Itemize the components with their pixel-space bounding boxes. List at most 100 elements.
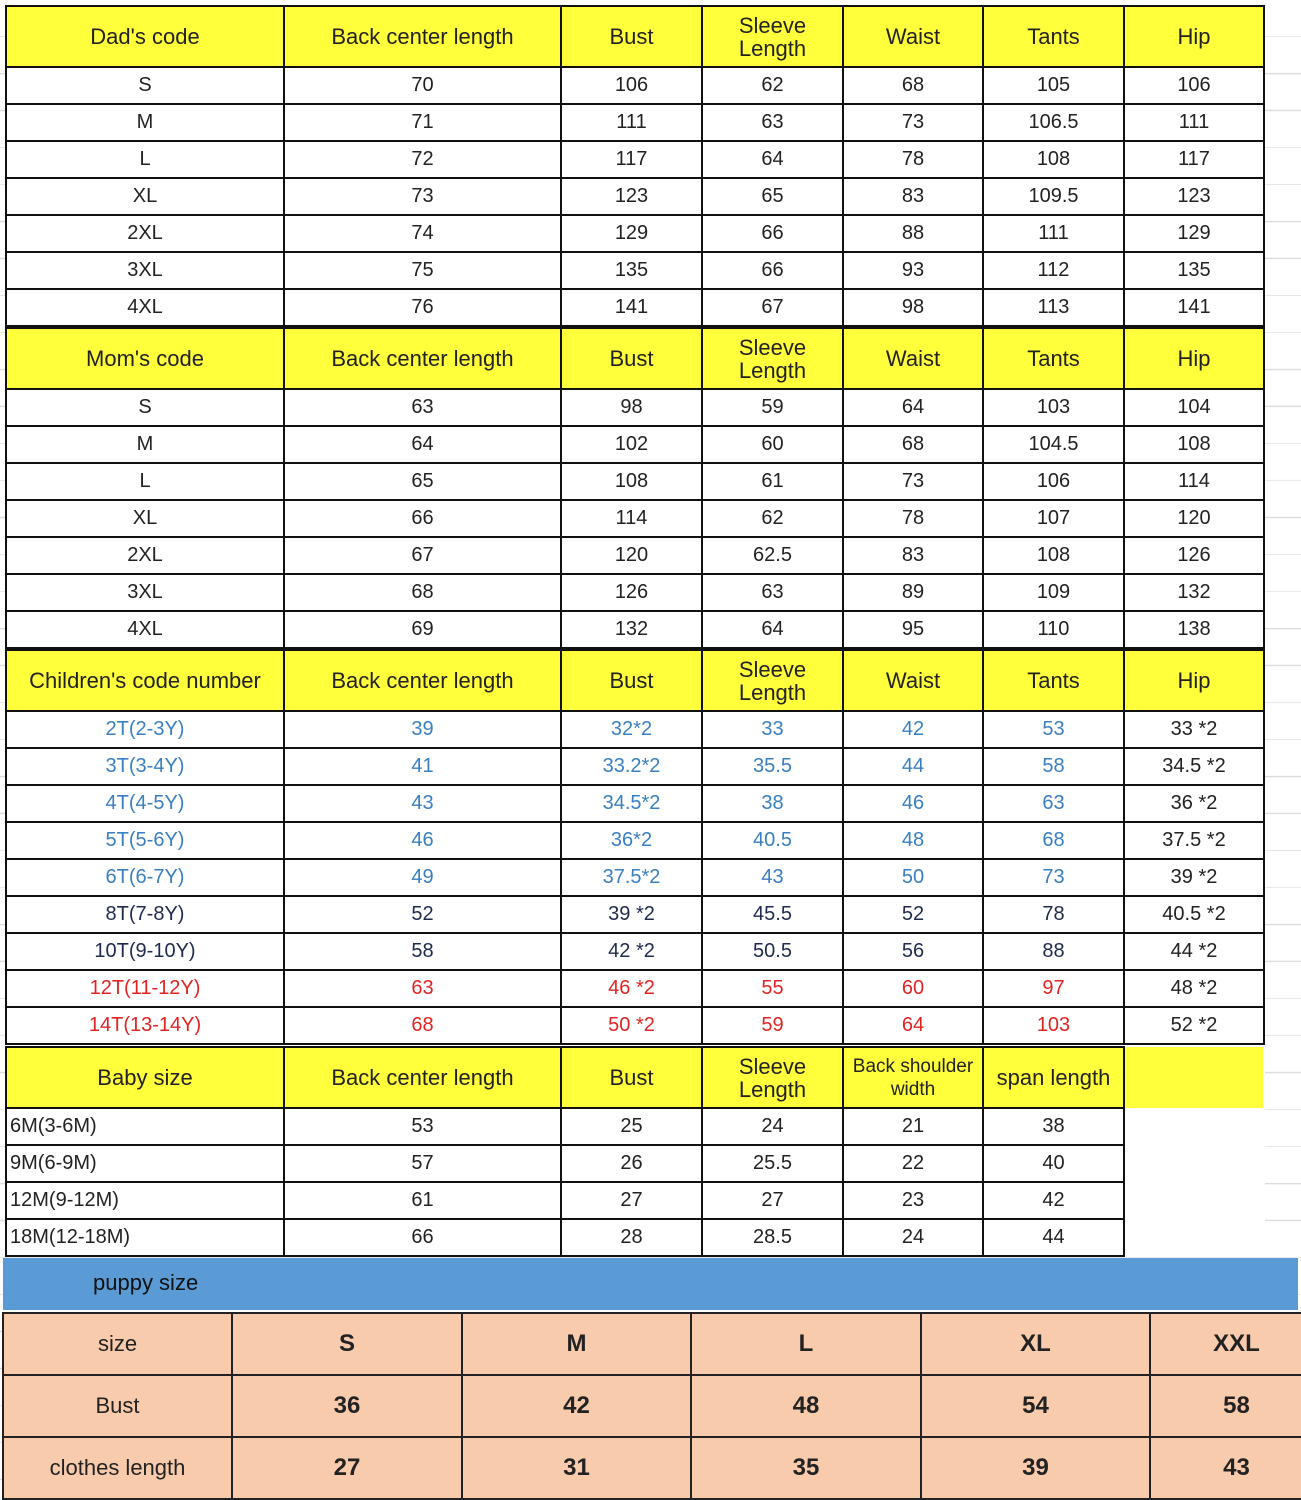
mom-size-table: Mom's code Back center length Bust Sleeve L… [5,327,1265,649]
table-row: L 72 117 64 78 108 117 [5,140,1265,179]
measurement-cell: 78 [982,895,1125,934]
size-label: 8T(7-8Y) [5,895,285,934]
column-header: Bust [560,327,703,390]
measurement-cell: 109 [982,573,1125,612]
table-row: 5T(5-6Y) 46 36*2 40.5 48 68 37.5 *2 [5,821,1265,860]
table-row: 3XL 75 135 66 93 112 135 [5,251,1265,290]
measurement-cell: 66 [701,251,844,290]
measurement-cell: 111 [982,214,1125,253]
measurement-cell: 36*2 [560,821,703,860]
measurement-cell: 89 [842,573,984,612]
table-row: 8T(7-8Y) 52 39 *2 45.5 52 78 40.5 *2 [5,895,1265,934]
column-header: Bust [560,1046,703,1109]
measurement-cell: 78 [842,140,984,179]
measurement-cell: 103 [982,1006,1125,1045]
measurement-cell: 39 *2 [1123,858,1265,897]
measurement-cell: 26 [560,1144,703,1183]
size-label: 14T(13-14Y) [5,1006,285,1045]
puppy-cell: 43 [1149,1436,1301,1500]
measurement-cell: 126 [560,573,703,612]
column-header: Hip [1123,327,1265,390]
measurement-cell: 83 [842,177,984,216]
header-row: Mom's code Back center length Bust Sleeve L… [5,327,1265,390]
size-label: 4XL [5,610,285,649]
puppy-cell: 36 [231,1374,463,1438]
measurement-cell: 37.5 *2 [1123,821,1265,860]
measurement-cell: 50.5 [701,932,844,971]
table-row: S 63 98 59 64 103 104 [5,388,1265,427]
puppy-size-table: size S M L XL XXL Bust 36 42 48 54 58 clothes length… [2,1312,1301,1500]
measurement-cell: 135 [1123,251,1265,290]
measurement-cell: 40 [982,1144,1125,1183]
puppy-cell: 54 [920,1374,1151,1438]
measurement-cell: 43 [283,784,562,823]
size-label: 12T(11-12Y) [5,969,285,1008]
table-row: 3T(3-4Y) 41 33.2*2 35.5 44 58 34.5 *2 [5,747,1265,786]
measurement-cell: 50 [842,858,984,897]
measurement-cell: 60 [701,425,844,464]
table-row: 6T(6-7Y) 49 37.5*2 43 50 73 39 *2 [5,858,1265,897]
table-row: 14T(13-14Y) 68 50 *2 59 64 103 52 *2 [5,1006,1265,1045]
measurement-cell: 42 [842,710,984,749]
measurement-cell: 70 [283,66,562,105]
measurement-cell: 46 *2 [560,969,703,1008]
measurement-cell: 44 *2 [1123,932,1265,971]
column-header: Tants [982,649,1125,712]
measurement-cell: 73 [982,858,1125,897]
measurement-cell: 129 [1123,214,1265,253]
empty-cell [1124,1145,1264,1182]
measurement-cell: 61 [283,1181,562,1220]
puppy-cell: XXL [1149,1312,1301,1376]
column-header: Tants [982,5,1125,68]
puppy-cell: 27 [231,1436,463,1500]
size-label: 2T(2-3Y) [5,710,285,749]
puppy-cell: XL [920,1312,1151,1376]
measurement-cell: 65 [283,462,562,501]
measurement-cell: 102 [560,425,703,464]
table-row: S 70 106 62 68 105 106 [5,66,1265,105]
table-row: 12T(11-12Y) 63 46 *2 55 60 97 48 *2 [5,969,1265,1008]
measurement-cell: 95 [842,610,984,649]
table-row: 4XL 76 141 67 98 113 141 [5,288,1265,327]
row-label: Bust [2,1374,233,1438]
measurement-cell: 132 [1123,573,1265,612]
column-header: Sleeve Length [701,327,844,390]
measurement-cell: 64 [842,388,984,427]
measurement-cell: 65 [701,177,844,216]
table-row: 12M(9-12M) 61 27 27 23 42 [5,1181,1264,1220]
measurement-cell: 58 [982,747,1125,786]
measurement-cell: 141 [1123,288,1265,327]
measurement-cell: 93 [842,251,984,290]
measurement-cell: 104.5 [982,425,1125,464]
size-label: S [5,388,285,427]
measurement-cell: 39 [283,710,562,749]
table-row: 9M(6-9M) 57 26 25.5 22 40 [5,1144,1264,1183]
measurement-cell: 68 [842,66,984,105]
measurement-cell: 43 [701,858,844,897]
measurement-cell: 132 [560,610,703,649]
puppy-size-banner: puppy size [3,1258,1298,1310]
size-label: 2XL [5,536,285,575]
measurement-cell: 123 [560,177,703,216]
measurement-cell: 64 [701,140,844,179]
column-header: Waist [842,5,984,68]
measurement-cell: 27 [701,1181,844,1220]
measurement-cell: 36 *2 [1123,784,1265,823]
measurement-cell: 61 [701,462,844,501]
measurement-cell: 55 [701,969,844,1008]
measurement-cell: 106.5 [982,103,1125,142]
measurement-cell: 38 [982,1107,1125,1146]
measurement-cell: 106 [560,66,703,105]
measurement-cell: 50 *2 [560,1006,703,1045]
size-label: L [5,462,285,501]
measurement-cell: 110 [982,610,1125,649]
section-title: Baby size [5,1046,285,1109]
measurement-cell: 117 [1123,140,1265,179]
measurement-cell: 104 [1123,388,1265,427]
size-label: XL [5,499,285,538]
size-label: 2XL [5,214,285,253]
table-row: 2XL 74 129 66 88 111 129 [5,214,1265,253]
size-label: 5T(5-6Y) [5,821,285,860]
measurement-cell: 114 [560,499,703,538]
measurement-cell: 68 [842,425,984,464]
